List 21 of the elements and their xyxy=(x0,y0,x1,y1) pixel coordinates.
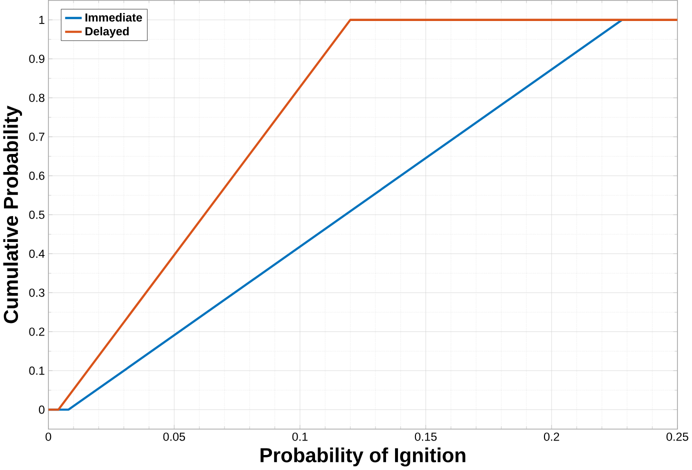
x-tick-label: 0.05 xyxy=(163,432,186,442)
x-tick-label: 0.15 xyxy=(414,432,437,442)
y-tick-label: 0.2 xyxy=(29,328,44,336)
y-axis-title: Cumulative Probability xyxy=(3,106,22,324)
y-tick-label: 0.3 xyxy=(29,288,44,298)
y-tick-label: 1 xyxy=(39,16,44,24)
y-tick-label: 0.1 xyxy=(29,366,44,375)
x-tick-label: 0.25 xyxy=(666,432,688,442)
x-axis-title: Probability of Ignition xyxy=(260,448,466,467)
y-tick-label: 0.4 xyxy=(29,250,45,258)
y-tick-label: 0.7 xyxy=(29,132,44,142)
legend-label: Immediate xyxy=(86,13,142,22)
x-tick-label: 0.1 xyxy=(292,432,308,442)
y-tick-label: 0.8 xyxy=(29,94,44,102)
y-tick-label: 0.9 xyxy=(29,54,44,64)
legend-label: Delayed xyxy=(86,27,129,38)
y-tick-label: 0.5 xyxy=(29,210,44,220)
y-tick-label: 0 xyxy=(38,406,44,414)
x-tick-label: 0 xyxy=(46,432,52,442)
y-tick-label: 0.6 xyxy=(29,172,44,180)
x-tick-label: 0.2 xyxy=(544,432,560,442)
